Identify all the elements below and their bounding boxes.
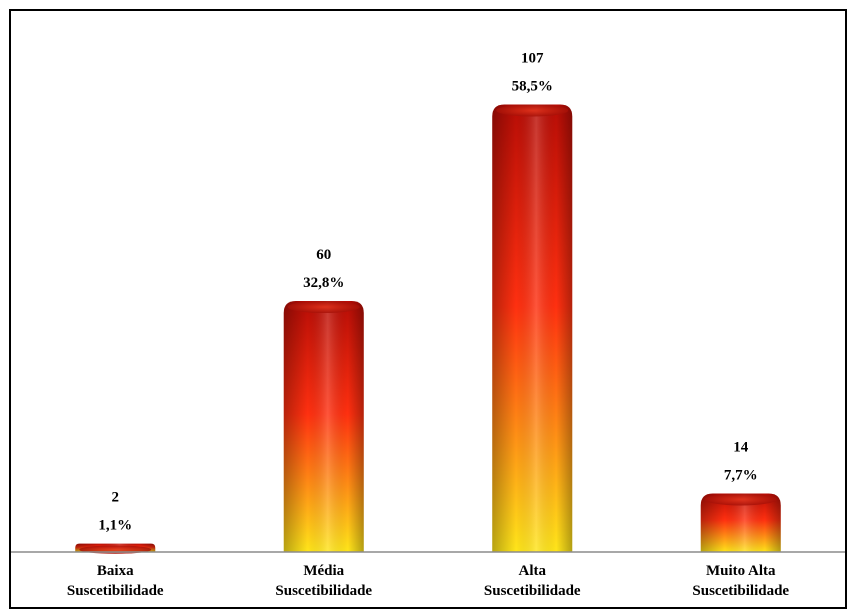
bar: [700, 493, 781, 552]
percent-label: 1,1%: [98, 518, 132, 534]
bar-shading: [492, 104, 573, 552]
x-tick-label-line: Alta: [519, 563, 547, 579]
x-tick-label: Média Suscetibilidade: [275, 563, 372, 599]
x-tick-label-line: Suscetibilidade: [692, 583, 789, 599]
percent-label: 7,7%: [724, 467, 758, 483]
value-label: 107: [521, 50, 544, 66]
value-label: 60: [316, 247, 331, 263]
chart-frame: 2 1,1% 60 32,8% 107 58,5% 14 7,7% Baixa Suscetib…: [9, 9, 847, 609]
x-tick-label-line: Média: [303, 563, 344, 579]
percent-label: 32,8%: [303, 275, 344, 291]
x-tick-label: Baixa Suscetibilidade: [67, 563, 164, 599]
x-tick-label: Alta Suscetibilidade: [484, 563, 581, 599]
bar-shading: [283, 301, 364, 552]
x-tick-label: Muito Alta Suscetibilidade: [692, 563, 789, 599]
bar: [283, 301, 364, 552]
value-label: 2: [112, 490, 120, 506]
x-tick-label-line: Suscetibilidade: [275, 583, 372, 599]
bar: [492, 104, 573, 552]
bar-cap: [704, 493, 777, 506]
labels-layer: 2 1,1% 60 32,8% 107 58,5% 14 7,7%: [98, 50, 757, 533]
bar-shading: [700, 493, 781, 552]
percent-label: 58,5%: [512, 78, 553, 94]
x-tick-labels: Baixa Suscetibilidade Média Suscetibilidade…: [67, 563, 790, 599]
bar-chart: 2 1,1% 60 32,8% 107 58,5% 14 7,7% Baixa Suscetib…: [11, 50, 845, 599]
bar-cap: [287, 301, 360, 314]
bar-cap: [496, 104, 569, 117]
x-tick-label-line: Baixa: [97, 563, 134, 579]
bars-layer: [75, 104, 781, 554]
value-label: 14: [733, 439, 749, 455]
x-tick-label-line: Suscetibilidade: [67, 583, 164, 599]
x-tick-label-line: Muito Alta: [706, 563, 776, 579]
x-tick-label-line: Suscetibilidade: [484, 583, 581, 599]
